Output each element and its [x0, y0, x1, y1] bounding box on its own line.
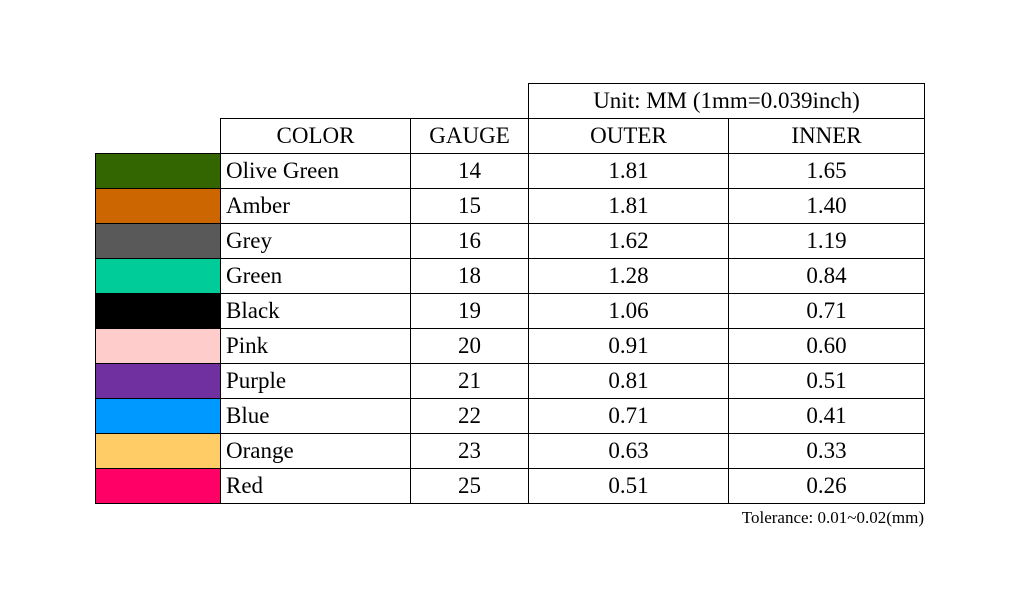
- color-swatch: [95, 363, 221, 399]
- table-cell: 0.26: [728, 468, 925, 504]
- table-cell: 1.65: [728, 153, 925, 189]
- color-name: Orange: [220, 433, 411, 469]
- table-cell: 25: [410, 468, 529, 504]
- table-cell: 1.40: [728, 188, 925, 224]
- footer-note: Tolerance: 0.01~0.02(mm): [741, 508, 924, 527]
- table-cell: 0.71: [728, 293, 925, 329]
- color-name: Pink: [220, 328, 411, 364]
- color-name: Amber: [220, 188, 411, 224]
- table-cell: 22: [410, 398, 529, 434]
- color-swatch: [95, 433, 221, 469]
- table-cell: 0.60: [728, 328, 925, 364]
- color-name: Purple: [220, 363, 411, 399]
- table-cell: 0.33: [728, 433, 925, 469]
- color-swatch: [95, 223, 221, 259]
- table-cell: 21: [410, 363, 529, 399]
- table-cell: 0.51: [528, 468, 729, 504]
- table-cell: 0.51: [728, 363, 925, 399]
- color-swatch: [95, 293, 221, 329]
- table-cell: 1.06: [528, 293, 729, 329]
- color-swatch: [95, 468, 221, 504]
- column-header: OUTER: [528, 118, 729, 154]
- table-cell: 1.81: [528, 153, 729, 189]
- table-cell: 15: [410, 188, 529, 224]
- color-name: Black: [220, 293, 411, 329]
- color-swatch: [95, 398, 221, 434]
- table-cell: 0.41: [728, 398, 925, 434]
- table-cell: 14: [410, 153, 529, 189]
- color-name: Red: [220, 468, 411, 504]
- color-name: Green: [220, 258, 411, 294]
- table-cell: 1.28: [528, 258, 729, 294]
- table-cell: 0.63: [528, 433, 729, 469]
- color-swatch: [95, 188, 221, 224]
- table-cell: 18: [410, 258, 529, 294]
- table-cell: 1.81: [528, 188, 729, 224]
- column-header: GAUGE: [410, 118, 529, 154]
- column-header: INNER: [728, 118, 925, 154]
- color-name: Olive Green: [220, 153, 411, 189]
- table-cell: 0.71: [528, 398, 729, 434]
- table-cell: 20: [410, 328, 529, 364]
- table-cell: 1.19: [728, 223, 925, 259]
- table-cell: 1.62: [528, 223, 729, 259]
- color-name: Blue: [220, 398, 411, 434]
- table-cell: 0.81: [528, 363, 729, 399]
- table-cell: 0.84: [728, 258, 925, 294]
- unit-header: Unit: MM (1mm=0.039inch): [528, 83, 925, 119]
- color-name: Grey: [220, 223, 411, 259]
- color-swatch: [95, 258, 221, 294]
- color-swatch: [95, 328, 221, 364]
- table-cell: 16: [410, 223, 529, 259]
- table-cell: 0.91: [528, 328, 729, 364]
- table-cell: 23: [410, 433, 529, 469]
- color-swatch: [95, 153, 221, 189]
- table-cell: 19: [410, 293, 529, 329]
- column-header: COLOR: [220, 118, 411, 154]
